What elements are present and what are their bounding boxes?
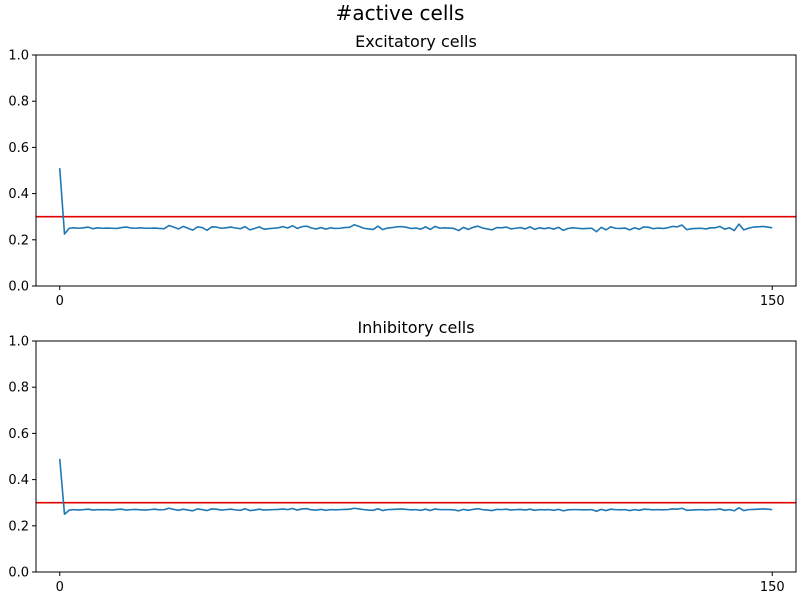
excitatory-ytick-label: 0.4 [8,187,29,202]
excitatory-ytick-label: 0.6 [8,141,29,156]
excitatory-xtick-label: 0 [56,294,64,309]
excitatory-ytick-label: 0.2 [8,233,29,248]
inhibitory-ytick-label: 0.2 [8,519,29,534]
excitatory-ytick-label: 0.0 [8,280,29,295]
figure-title: #active cells [336,1,465,25]
excitatory-xtick-label: 150 [760,294,785,309]
excitatory-ytick-label: 0.8 [8,95,29,110]
inhibitory-title: Inhibitory cells [357,318,474,337]
excitatory-series-line [58,168,773,235]
excitatory-axes-frame [35,54,797,287]
inhibitory-ytick-label: 1.0 [8,335,29,350]
inhibitory-series-line [58,458,773,516]
inhibitory-xtick-label: 150 [760,580,785,595]
inhibitory-ytick-label: 0.0 [8,566,29,581]
excitatory-panel: Excitatory cells 0.0 0.2 0.4 0.6 0.8 1.0 0 150 [8,32,797,309]
inhibitory-panel: Inhibitory cells 0.0 0.2 0.4 0.6 0.8 1.0 0 150 [8,318,797,595]
excitatory-ytick-label: 1.0 [8,49,29,64]
inhibitory-ytick-label: 0.8 [8,381,29,396]
inhibitory-xtick-label: 0 [56,580,64,595]
inhibitory-ytick-label: 0.4 [8,473,29,488]
inhibitory-ytick-label: 0.6 [8,427,29,442]
excitatory-title: Excitatory cells [355,32,477,51]
inhibitory-axes-frame [35,340,797,573]
